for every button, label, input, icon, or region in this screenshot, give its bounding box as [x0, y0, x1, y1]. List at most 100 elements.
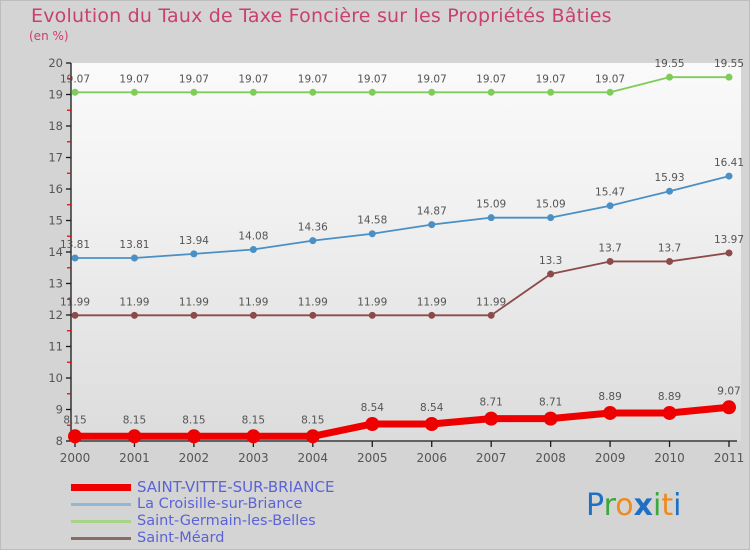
data-point-label: 11.99	[357, 296, 387, 308]
y-tick-label: 14	[48, 245, 63, 259]
x-tick-label: 2007	[476, 451, 507, 465]
legend-item[interactable]: SAINT-VITTE-SUR-BRIANCE	[71, 479, 491, 496]
data-point-label: 13.81	[119, 239, 149, 251]
legend-label: Saint-Méard	[137, 530, 225, 546]
data-point-label: 19.55	[655, 58, 685, 70]
data-point	[309, 237, 317, 245]
y-tick-label: 16	[48, 182, 63, 196]
data-point	[487, 214, 495, 222]
legend-swatch	[71, 537, 131, 540]
legend-item[interactable]: La Croisille-sur-Briance	[71, 496, 491, 513]
data-point-label: 19.55	[714, 58, 744, 70]
legend-item[interactable]: Saint-Méard	[71, 530, 491, 547]
x-tick-label: 2006	[416, 451, 447, 465]
plot-area: 8 9 10 11 12 13 14 15 16 17 18 19 20 2000 2001 2002 2003…	[48, 56, 744, 465]
data-point-label: 8.54	[361, 402, 385, 414]
data-point	[71, 311, 79, 319]
data-point-label: 9.07	[717, 385, 740, 397]
page-title: Evolution du Taux de Taxe Foncière sur l…	[31, 5, 612, 27]
legend-label: SAINT-VITTE-SUR-BRIANCE	[137, 478, 335, 496]
logo-letter-x: x	[633, 488, 653, 523]
data-point	[428, 221, 436, 229]
legend-swatch	[71, 484, 131, 491]
y-tick-label: 12	[48, 308, 63, 322]
data-point	[186, 429, 201, 444]
logo-letter-t: t	[661, 488, 674, 523]
data-point-label: 13.3	[539, 255, 562, 267]
data-point	[368, 230, 376, 238]
data-point	[246, 429, 261, 444]
data-point-label: 8.89	[598, 391, 621, 403]
series-1: 8.15 8.15 8.15 8.15 8.15 8.54 8.54 8.71 8.71 8.89…	[63, 385, 741, 444]
y-tick-label: 17	[48, 151, 63, 165]
data-point	[666, 73, 674, 81]
data-point	[603, 405, 618, 420]
data-point-label: 19.07	[298, 73, 328, 85]
chart-legend: SAINT-VITTE-SUR-BRIANCE La Croisille-sur-…	[71, 479, 491, 547]
legend-swatch	[71, 503, 131, 506]
data-point-label: 13.94	[179, 235, 209, 247]
x-tick-label: 2002	[179, 451, 210, 465]
data-point-label: 19.07	[238, 73, 268, 85]
data-point	[305, 429, 320, 444]
x-tick-label: 2011	[714, 451, 745, 465]
data-point	[606, 88, 614, 96]
logo-letter-o: o	[615, 488, 634, 523]
data-point	[368, 311, 376, 319]
y-tick-label: 13	[48, 277, 63, 291]
data-point-label: 15.09	[536, 199, 566, 211]
data-point	[127, 429, 142, 444]
legend-label: Saint-Germain-les-Belles	[137, 513, 316, 529]
data-point	[547, 270, 555, 278]
legend-label: La Croisille-sur-Briance	[137, 496, 303, 512]
data-point	[543, 411, 558, 426]
data-point	[487, 88, 495, 96]
x-tick-label: 2003	[238, 451, 269, 465]
data-point-label: 8.15	[63, 414, 86, 426]
data-point	[249, 88, 257, 96]
data-point	[190, 250, 198, 258]
data-point	[666, 257, 674, 265]
data-point-label: 11.99	[179, 296, 209, 308]
data-point-label: 13.7	[658, 242, 681, 254]
data-point	[309, 311, 317, 319]
data-point-label: 14.58	[357, 215, 387, 227]
data-point-label: 19.07	[119, 73, 149, 85]
data-point-label: 14.87	[417, 206, 447, 218]
data-point-label: 13.7	[598, 242, 621, 254]
series-2: 13.81 13.81 13.94 14.08 14.36 14.58 14.87 15.09…	[60, 157, 744, 262]
x-tick-label: 2001	[119, 451, 150, 465]
data-point-label: 13.97	[714, 234, 744, 246]
y-tick-label: 15	[48, 214, 63, 228]
data-point-label: 14.36	[298, 222, 328, 234]
y-tick-label: 11	[48, 340, 63, 354]
data-point	[666, 187, 674, 195]
data-point-label: 8.15	[123, 414, 146, 426]
series-line	[74, 175, 730, 259]
x-tick-label: 2008	[535, 451, 566, 465]
data-point-label: 19.07	[357, 73, 387, 85]
data-point	[606, 202, 614, 210]
proxiti-logo: Proxiti	[586, 488, 681, 523]
x-tick-label: 2000	[60, 451, 91, 465]
x-tick-label: 2010	[654, 451, 685, 465]
y-tick-label: 10	[48, 371, 63, 385]
data-point	[249, 245, 257, 253]
series-line	[74, 252, 730, 317]
data-point-label: 8.54	[420, 402, 444, 414]
data-point	[71, 88, 79, 96]
data-point	[484, 411, 499, 426]
data-point	[190, 88, 198, 96]
legend-item[interactable]: Saint-Germain-les-Belles	[71, 513, 491, 530]
data-point	[662, 405, 677, 420]
data-point	[487, 311, 495, 319]
y-tick-label: 19	[48, 88, 63, 102]
data-point-label: 19.07	[60, 73, 90, 85]
data-point-label: 15.47	[595, 187, 625, 199]
data-point	[547, 88, 555, 96]
page-subtitle: (en %)	[29, 29, 69, 43]
data-point	[725, 172, 733, 180]
y-tick-label: 8	[56, 434, 63, 448]
data-point	[130, 254, 138, 262]
